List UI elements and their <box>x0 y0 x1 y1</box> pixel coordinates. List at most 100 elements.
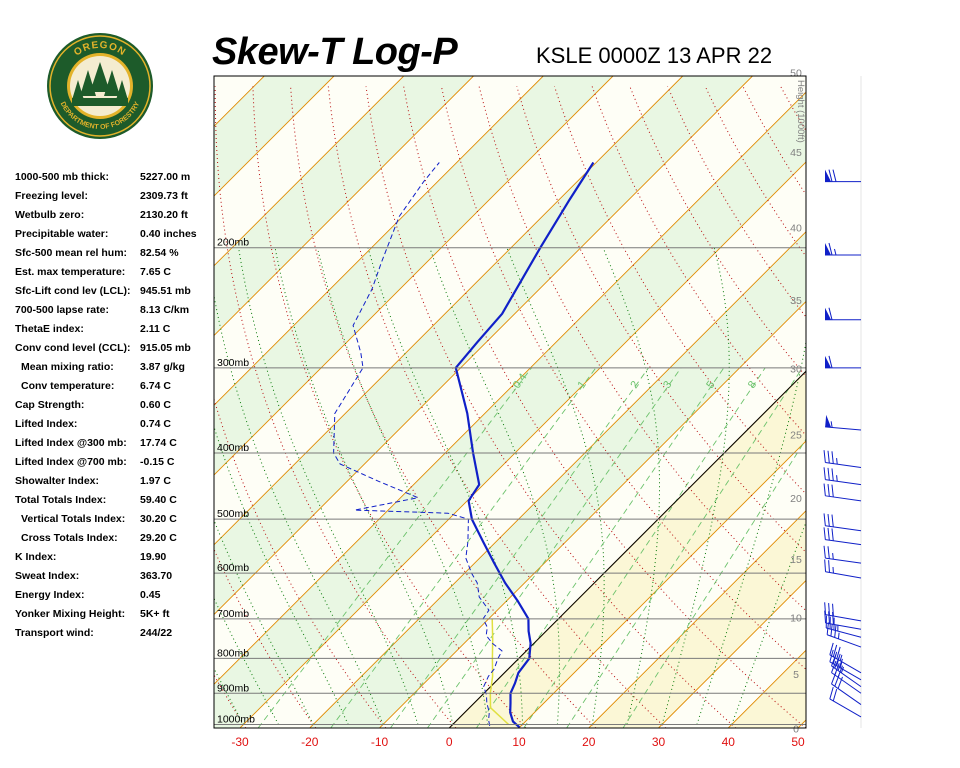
wind-barb <box>823 527 862 546</box>
wind-barb <box>831 660 862 694</box>
wind-barb <box>823 545 862 564</box>
height-tick-label: 0 <box>793 723 799 735</box>
stability-indices-list: 1000-500 mb thick: 5227.00 m Freezing leve… <box>15 170 215 645</box>
wind-barb-feather <box>828 307 833 320</box>
index-row: K Index: 19.90 <box>15 550 215 569</box>
isobar-label: 800mb <box>217 647 249 659</box>
wind-barb <box>823 450 862 469</box>
index-label: Freezing level: <box>15 190 88 202</box>
index-label: Vertical Totals Index: <box>21 513 126 525</box>
index-value: 915.05 mb <box>140 342 191 354</box>
index-label: Precipitable water: <box>15 228 109 240</box>
index-label: Cross Totals Index: <box>21 532 118 544</box>
index-value: 0.74 C <box>140 418 171 430</box>
isotherm-line <box>868 76 960 728</box>
chart-title: Skew-T Log-P <box>212 31 458 73</box>
index-value: 8.13 C/km <box>140 304 190 316</box>
index-row: Lifted Index: 0.74 C <box>15 417 215 436</box>
wind-barb-feather <box>828 242 833 256</box>
index-value: 244/22 <box>140 627 173 639</box>
isotherm-line <box>309 231 806 728</box>
wind-barb-feather <box>823 527 826 540</box>
wind-barb-feather <box>837 658 843 671</box>
wind-barb-pennant <box>825 414 832 428</box>
index-value: 1.97 C <box>140 475 171 487</box>
isotherm-line <box>214 76 684 546</box>
index-label: Mean mixing ratio: <box>21 361 114 373</box>
index-row: Yonker Mixing Height: 5K+ ft <box>15 607 215 626</box>
wind-barb-staff <box>829 654 862 674</box>
moist-adiabat <box>214 293 384 725</box>
index-row: ThetaE index: 2.11 C <box>15 322 215 341</box>
wind-barb-feather <box>828 169 833 182</box>
isotherm-line <box>214 76 474 337</box>
index-label: Energy Index: <box>15 589 85 601</box>
mixing-ratio-line <box>330 367 597 728</box>
x-tick-label: -30 <box>231 735 249 749</box>
mixing-ratio-label: 1 <box>576 379 589 391</box>
wind-barb-feather <box>832 611 834 625</box>
index-value: 19.90 <box>140 551 167 563</box>
wind-barb <box>824 559 862 579</box>
mixing-ratio-label: 2 <box>628 379 641 391</box>
wind-barb-feather <box>824 559 827 572</box>
moist-adiabat <box>274 247 454 725</box>
wind-barb <box>824 610 862 630</box>
height-tick-label: 10 <box>790 612 802 624</box>
index-label: Cap Strength: <box>15 399 85 411</box>
wind-barb-feather <box>828 355 833 368</box>
index-label: 700-500 lapse rate: <box>15 304 109 316</box>
plot-area <box>214 76 960 728</box>
wind-barb-half-feather <box>839 661 843 668</box>
wind-barb-feather <box>823 545 826 559</box>
dewpoint-profile-line <box>333 162 503 726</box>
dry-adiabat <box>856 86 960 728</box>
index-label: Total Totals Index: <box>15 494 107 506</box>
isotherm-line <box>588 510 806 728</box>
wind-barb <box>825 414 862 431</box>
isotherm-line <box>214 91 806 685</box>
index-value: 7.65 C <box>140 266 171 278</box>
wind-barb-staff <box>831 683 862 705</box>
wind-barb-feather <box>829 686 834 700</box>
isotherm-band <box>868 76 960 728</box>
index-label: ThetaE index: <box>15 323 84 335</box>
isotherm-line <box>214 76 544 406</box>
wind-barb-half-feather <box>836 457 838 465</box>
wind-barb-feather <box>823 483 826 496</box>
wind-barb-staff <box>825 539 862 546</box>
wind-barb-staff <box>826 627 862 638</box>
height-tick-label: 50 <box>790 68 802 80</box>
wind-barb-feather <box>832 603 834 617</box>
dry-adiabat <box>214 548 317 728</box>
index-row: Est. max temperature: 7.65 C <box>15 265 215 284</box>
wind-barb-staff <box>831 672 862 694</box>
wind-barb-feather <box>832 644 838 657</box>
wind-barb-feather <box>828 611 830 624</box>
isobar-label: 900mb <box>217 682 249 694</box>
wind-barb <box>823 483 862 502</box>
wind-barb-staff <box>825 479 862 486</box>
wind-barb-feather <box>831 514 834 527</box>
index-label: Yonker Mixing Height: <box>15 608 126 620</box>
index-row: Wetbulb zero: 2130.20 ft <box>15 208 215 227</box>
zero-isotherm-line <box>448 370 806 728</box>
wind-barb-feather <box>828 602 830 616</box>
wind-barb <box>825 307 861 321</box>
wind-barb-feather <box>823 450 826 463</box>
isotherm-band <box>214 92 806 728</box>
index-value: 29.20 C <box>140 532 177 544</box>
wind-barb-feather <box>832 688 838 702</box>
dry-adiabat <box>327 86 667 728</box>
mixing-ratio-line <box>427 367 682 728</box>
wind-barb-half-feather <box>834 248 837 256</box>
wind-barb-feather <box>829 642 834 655</box>
wind-barb <box>825 355 861 369</box>
index-value: 0.45 <box>140 589 161 601</box>
moist-adiabat <box>696 339 806 725</box>
wind-barb-pennant <box>825 355 831 368</box>
wind-barb-feather <box>823 513 826 526</box>
wind-barb-feather <box>828 560 830 573</box>
moist-adiabat <box>214 667 244 725</box>
isotherm-line <box>214 76 753 616</box>
